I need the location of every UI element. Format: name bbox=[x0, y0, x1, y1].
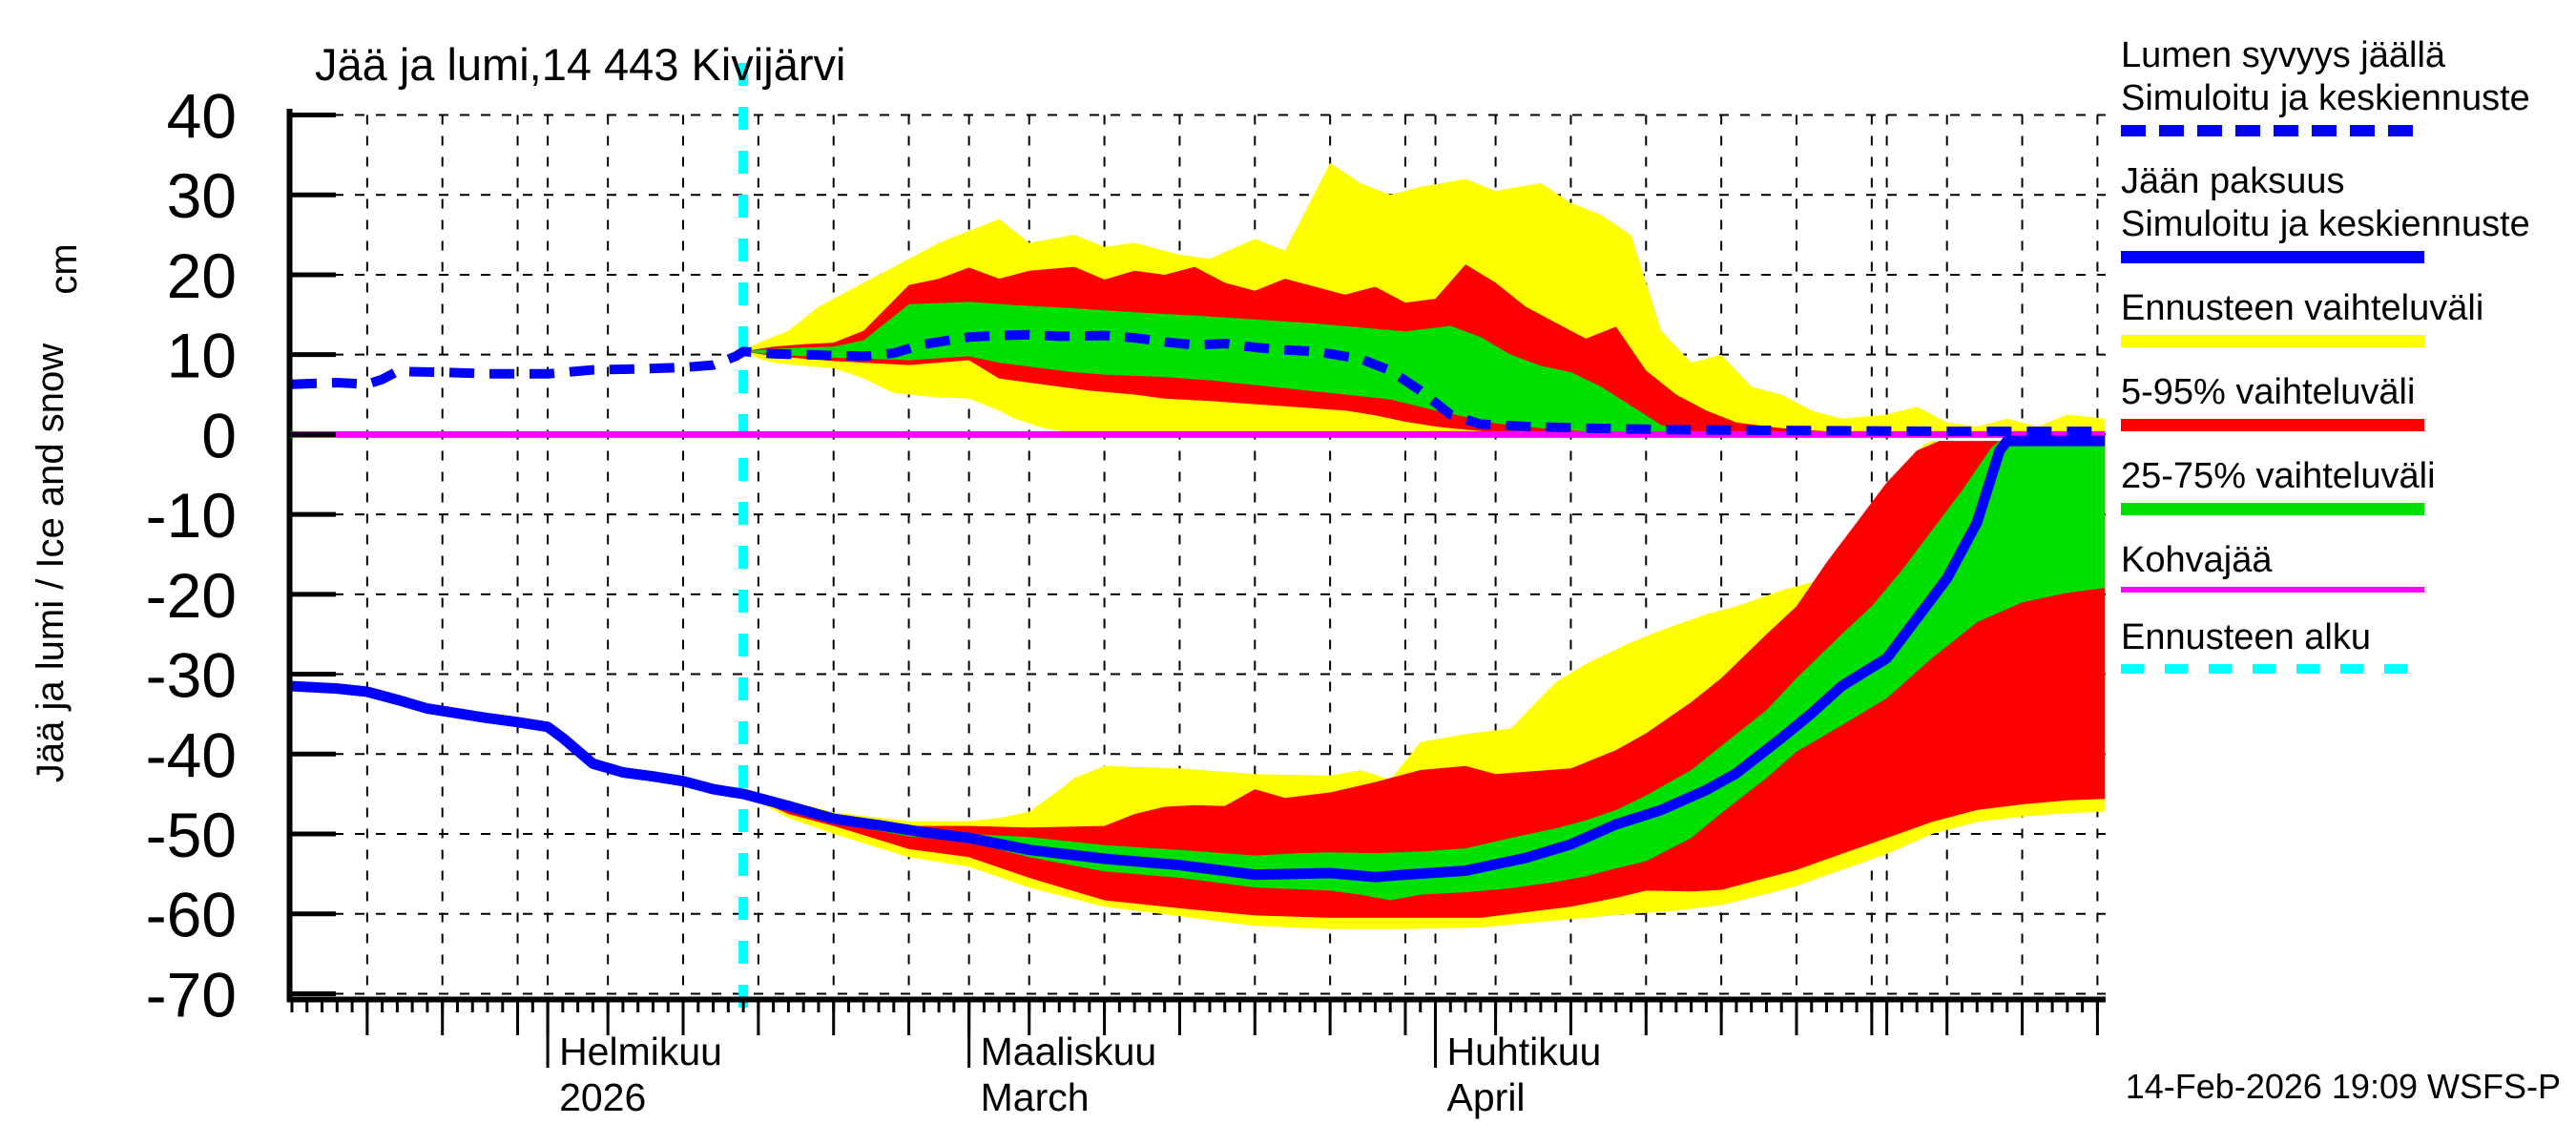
ice-range-5-95-band bbox=[743, 441, 2106, 918]
legend-label: Jään paksuus bbox=[2121, 161, 2345, 201]
forecast-bands bbox=[743, 162, 2106, 929]
legend-swatch-blue-dashed-line bbox=[2121, 125, 2424, 136]
y-axis-unit-label: cm bbox=[43, 243, 85, 294]
legend-label: Simuloitu ja keskiennuste bbox=[2121, 204, 2530, 244]
month-label-sub-April: April bbox=[1447, 1075, 1526, 1119]
month-label-fi-Helmikuu: Helmikuu bbox=[559, 1030, 722, 1073]
y-tick-label-0: 0 bbox=[201, 400, 237, 470]
legend-item-forecast-range: Ennusteen vaihteluväli bbox=[2121, 287, 2484, 347]
y-tick-label--50: -50 bbox=[146, 800, 237, 870]
y-tick-label-20: 20 bbox=[167, 240, 237, 311]
legend-item-kohvajaa: Kohvajää bbox=[2121, 539, 2464, 593]
legend-item-ice-thickness: Jään paksuus Simuloitu ja keskiennuste bbox=[2121, 160, 2530, 263]
legend-item-25-75-range: 25-75% vaihteluväli bbox=[2121, 455, 2464, 515]
legend-swatch-red-band bbox=[2121, 419, 2424, 431]
y-axis-label: Jää ja lumi / Ice and snow bbox=[30, 344, 72, 782]
legend-label: Ennusteen alku bbox=[2121, 617, 2371, 657]
legend-swatch-blue-solid-line bbox=[2121, 251, 2424, 263]
legend-label: 25-75% vaihteluväli bbox=[2121, 456, 2436, 496]
legend-swatch-green-band bbox=[2121, 503, 2424, 515]
legend-swatch-yellow-band bbox=[2121, 335, 2424, 347]
y-tick-label--30: -30 bbox=[146, 640, 237, 711]
y-tick-label--60: -60 bbox=[146, 880, 237, 950]
y-tick-label-30: 30 bbox=[167, 160, 237, 231]
axes bbox=[286, 109, 2106, 1068]
legend-label: 5-95% vaihteluväli bbox=[2121, 372, 2416, 412]
month-label-fi-Huhtikuu: Huhtikuu bbox=[1447, 1030, 1602, 1073]
legend-swatch-magenta-line bbox=[2121, 587, 2424, 593]
y-tick-label--10: -10 bbox=[146, 480, 237, 551]
y-tick-label-10: 10 bbox=[167, 321, 237, 391]
month-label-fi-Maaliskuu: Maaliskuu bbox=[981, 1030, 1157, 1073]
legend-label: Kohvajää bbox=[2121, 540, 2273, 580]
legend-swatch-cyan-dashed-line bbox=[2121, 664, 2424, 674]
legend-item-snow-depth: Lumen syvyys jäällä Simuloitu ja keskien… bbox=[2121, 34, 2530, 136]
month-label-sub-2026: 2026 bbox=[559, 1075, 646, 1119]
legend-label: Lumen syvyys jäällä bbox=[2121, 35, 2446, 75]
data-lines bbox=[291, 329, 2106, 883]
page-title: Jää ja lumi,14 443 Kivijärvi bbox=[315, 39, 846, 90]
ice-thickness-median-line bbox=[291, 435, 2106, 883]
legend-item-forecast-start: Ennusteen alku bbox=[2121, 616, 2464, 674]
ice-range-25-75-band bbox=[743, 441, 2106, 901]
tick-labels: 40 30 20 10 0 -10 -20 -30 -40 -50 -60 -70 Helmikuu20… bbox=[146, 81, 1602, 1119]
legend-label: Simuloitu ja keskiennuste bbox=[2121, 78, 2530, 118]
y-tick-label--40: -40 bbox=[146, 719, 237, 790]
y-tick-label-40: 40 bbox=[167, 81, 237, 152]
legend: Lumen syvyys jäällä Simuloitu ja keskien… bbox=[2121, 34, 2530, 697]
legend-label: Ennusteen vaihteluväli bbox=[2121, 288, 2484, 328]
snow-depth-median-line bbox=[291, 329, 2106, 437]
month-label-sub-March: March bbox=[981, 1075, 1090, 1119]
snow-range-25-75-band bbox=[743, 302, 2106, 435]
timestamp: 14-Feb-2026 19:09 WSFS-P bbox=[2125, 1067, 2561, 1106]
legend-item-5-95-range: 5-95% vaihteluväli bbox=[2121, 371, 2464, 431]
y-tick-label--20: -20 bbox=[146, 560, 237, 631]
y-tick-label--70: -70 bbox=[146, 959, 237, 1030]
